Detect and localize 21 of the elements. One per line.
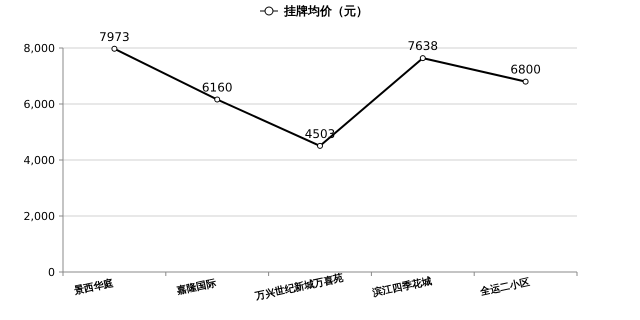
y-tick-label: 6,000 [24,98,55,111]
point [317,142,323,149]
data-label: 7973 [99,30,130,44]
data-label: 6160 [202,80,232,95]
x-tick-label: 景西华庭 [72,277,115,298]
y-tick-label: 8,000 [24,42,55,55]
data-label: 7638 [408,39,438,54]
legend-label: 挂牌均价（元） [283,4,368,18]
point [522,78,529,85]
x-tick-label: 嘉隆国际 [176,277,218,298]
point [214,96,220,103]
data-label: 6800 [510,62,541,77]
y-tick-label: 4,000 [24,154,55,167]
point [111,46,118,52]
y-tick-label: 0 [48,266,55,279]
y-tick-label: 2,000 [24,210,55,223]
x-tick-label: 全运二小区 [478,276,531,298]
point [420,55,426,62]
data-label: 4503 [304,126,336,141]
x-tick-label: 滨江四季花城 [370,274,433,300]
x-tick-label: 万兴世纪新城万喜苑 [253,272,345,302]
